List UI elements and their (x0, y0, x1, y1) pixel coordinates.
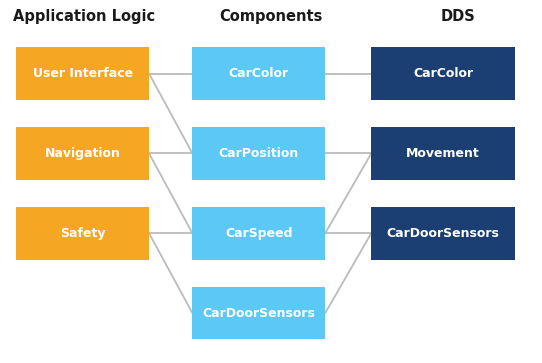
Text: Navigation: Navigation (45, 147, 120, 160)
FancyBboxPatch shape (192, 287, 325, 339)
FancyBboxPatch shape (16, 47, 149, 100)
FancyBboxPatch shape (371, 207, 515, 260)
Text: CarDoorSensors: CarDoorSensors (386, 227, 500, 240)
Text: CarSpeed: CarSpeed (225, 227, 293, 240)
FancyBboxPatch shape (192, 127, 325, 180)
FancyBboxPatch shape (371, 127, 515, 180)
Text: CarDoorSensors: CarDoorSensors (202, 307, 315, 319)
Text: User Interface: User Interface (33, 67, 133, 80)
Text: DDS: DDS (441, 9, 475, 24)
Text: CarColor: CarColor (413, 67, 473, 80)
FancyBboxPatch shape (16, 127, 149, 180)
FancyBboxPatch shape (371, 47, 515, 100)
FancyBboxPatch shape (192, 47, 325, 100)
Text: Components: Components (220, 9, 322, 24)
Text: CarColor: CarColor (229, 67, 289, 80)
Text: Movement: Movement (406, 147, 480, 160)
Text: Safety: Safety (60, 227, 105, 240)
FancyBboxPatch shape (16, 207, 149, 260)
FancyBboxPatch shape (192, 207, 325, 260)
Text: CarPosition: CarPosition (218, 147, 299, 160)
Text: Application Logic: Application Logic (13, 9, 155, 24)
